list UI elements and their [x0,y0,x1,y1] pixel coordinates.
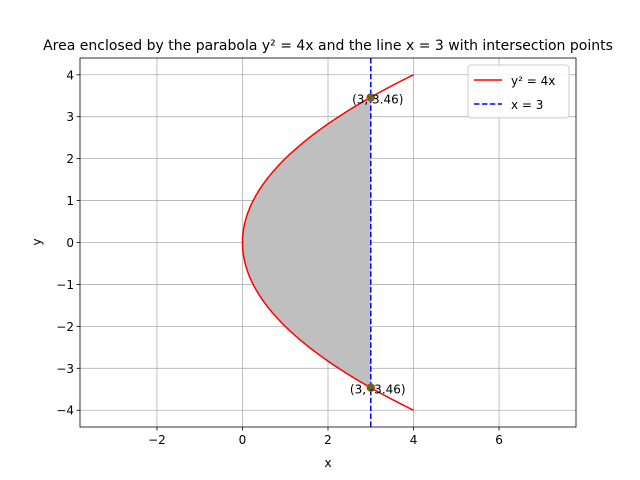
legend: y² = 4x x = 3 [467,64,570,119]
y-axis-label: y [30,238,44,245]
y-tick-label: 1 [66,194,74,208]
x-tick-label: 4 [410,433,418,447]
y-tick-label: −2 [56,320,74,334]
y-tick-label: −1 [56,278,74,292]
intersection-label: (3, -3.46) [350,383,406,397]
chart-title: Area enclosed by the parabola y² = 4x an… [43,38,613,54]
x-tick-label: 6 [495,433,503,447]
y-tick-label: 2 [66,152,74,166]
y-tick-label: −3 [56,362,74,376]
intersection-point [366,383,376,392]
x-tick-label: −2 [148,433,166,447]
y-tick-label: −4 [56,404,74,418]
data-layer [241,58,414,427]
parabola-line [241,74,414,411]
intersection-label: (3, 3.46) [352,92,403,106]
y-tick-label: 0 [66,236,74,250]
y-tick-label: 3 [66,110,74,124]
x-tick-label: 2 [324,433,332,447]
legend-label-parabola: y² = 4x [511,74,555,88]
legend-label-vertical-line: x = 3 [511,98,543,112]
y-tick-label: 4 [66,68,74,82]
x-axis-label: x [324,456,331,470]
ticks: −2 0 2 4 6 −4 −3 −2 −1 0 1 2 3 4 [56,68,503,447]
annotations: (3, 3.46) (3, -3.46) [350,92,406,396]
x-tick-label: 0 [239,433,247,447]
intersection-point [366,93,376,102]
